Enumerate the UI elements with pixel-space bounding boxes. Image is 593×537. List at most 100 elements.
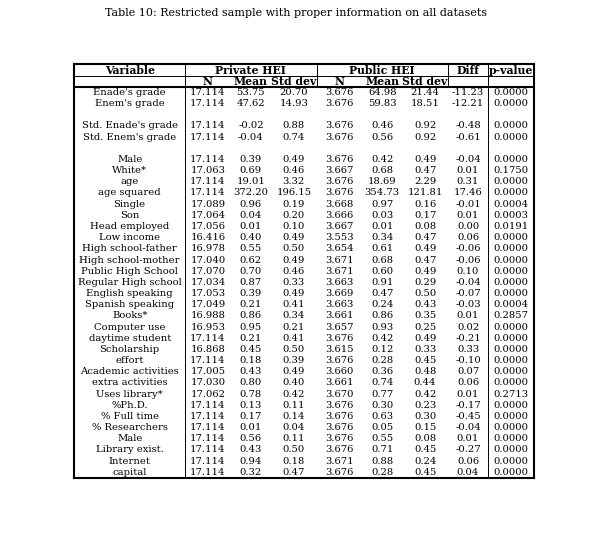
Text: 0.86: 0.86: [371, 311, 393, 321]
Text: 0.95: 0.95: [240, 323, 262, 331]
Text: 0.43: 0.43: [240, 367, 262, 376]
Text: 0.0000: 0.0000: [493, 423, 528, 432]
Text: 0.46: 0.46: [283, 267, 305, 275]
Text: 59.83: 59.83: [368, 99, 397, 108]
Text: 17.114: 17.114: [190, 456, 226, 466]
Text: 0.56: 0.56: [371, 133, 393, 142]
Text: Single: Single: [114, 200, 146, 209]
Text: 17.114: 17.114: [190, 434, 226, 444]
Text: p-value: p-value: [489, 64, 533, 76]
Text: 0.97: 0.97: [371, 200, 393, 209]
Text: -0.02: -0.02: [238, 121, 264, 130]
Text: 17.053: 17.053: [190, 289, 225, 298]
Text: 0.0004: 0.0004: [493, 300, 528, 309]
Text: 3.668: 3.668: [325, 200, 353, 209]
Text: 0.0000: 0.0000: [493, 99, 528, 108]
Text: 0.16: 0.16: [414, 200, 436, 209]
Text: 0.74: 0.74: [283, 133, 305, 142]
Text: 47.62: 47.62: [237, 99, 265, 108]
Text: 3.676: 3.676: [325, 188, 353, 198]
Text: 3.553: 3.553: [325, 233, 353, 242]
Text: 17.114: 17.114: [190, 412, 226, 421]
Text: daytime student: daytime student: [88, 333, 171, 343]
Text: 16.988: 16.988: [190, 311, 225, 321]
Text: -0.04: -0.04: [455, 278, 481, 287]
Text: 17.114: 17.114: [190, 468, 226, 477]
Text: 21.44: 21.44: [410, 88, 439, 97]
Text: 3.676: 3.676: [325, 401, 353, 410]
Text: 0.43: 0.43: [414, 300, 436, 309]
Text: 0.01: 0.01: [457, 166, 479, 175]
Text: 0.19: 0.19: [283, 200, 305, 209]
Text: 0.0000: 0.0000: [493, 323, 528, 331]
Text: 0.0000: 0.0000: [493, 333, 528, 343]
Text: 3.663: 3.663: [325, 278, 353, 287]
Text: 0.21: 0.21: [240, 300, 262, 309]
Text: 17.114: 17.114: [190, 333, 226, 343]
Text: 17.089: 17.089: [190, 200, 225, 209]
Text: 17.114: 17.114: [190, 446, 226, 454]
Text: 0.68: 0.68: [371, 256, 393, 265]
Text: High school-father: High school-father: [82, 244, 177, 253]
Text: White*: White*: [112, 166, 147, 175]
Text: 3.654: 3.654: [325, 244, 353, 253]
Text: 0.88: 0.88: [283, 121, 305, 130]
Text: Scholarship: Scholarship: [100, 345, 160, 354]
Text: Mean: Mean: [365, 76, 399, 86]
Text: 0.0000: 0.0000: [493, 456, 528, 466]
Text: 0.10: 0.10: [457, 267, 479, 275]
Text: 19.01: 19.01: [237, 177, 265, 186]
Text: 0.49: 0.49: [414, 267, 436, 275]
Text: 0.36: 0.36: [371, 367, 393, 376]
Text: 0.47: 0.47: [414, 233, 436, 242]
Text: 0.39: 0.39: [240, 289, 262, 298]
Text: 0.0000: 0.0000: [493, 468, 528, 477]
Text: 0.31: 0.31: [457, 177, 479, 186]
Text: 0.86: 0.86: [240, 311, 262, 321]
Text: 0.14: 0.14: [282, 412, 305, 421]
Text: 18.69: 18.69: [368, 177, 397, 186]
Text: 0.49: 0.49: [283, 155, 305, 164]
Text: 16.868: 16.868: [190, 345, 225, 354]
Text: 3.676: 3.676: [325, 468, 353, 477]
Text: -0.01: -0.01: [455, 200, 481, 209]
Text: 0.96: 0.96: [240, 200, 262, 209]
Text: 3.615: 3.615: [325, 345, 353, 354]
Text: 3.671: 3.671: [325, 256, 353, 265]
Text: 0.63: 0.63: [371, 412, 393, 421]
Text: 3.666: 3.666: [325, 211, 353, 220]
Text: 3.661: 3.661: [325, 379, 353, 387]
Text: Books*: Books*: [112, 311, 148, 321]
Text: 0.01: 0.01: [240, 222, 262, 231]
Text: Public HEI: Public HEI: [349, 64, 415, 76]
Text: 0.42: 0.42: [283, 390, 305, 398]
Text: 0.29: 0.29: [414, 278, 436, 287]
Text: 354.73: 354.73: [365, 188, 400, 198]
Text: -12.21: -12.21: [452, 99, 484, 108]
Text: 0.50: 0.50: [414, 289, 436, 298]
Text: 0.33: 0.33: [414, 345, 436, 354]
Text: Std dev: Std dev: [271, 76, 317, 86]
Text: 0.74: 0.74: [371, 379, 393, 387]
Text: 0.10: 0.10: [283, 222, 305, 231]
Text: 0.55: 0.55: [371, 434, 393, 444]
Text: Table 10: Restricted sample with proper information on all datasets: Table 10: Restricted sample with proper …: [106, 8, 487, 18]
Text: 0.05: 0.05: [371, 423, 393, 432]
Text: -0.06: -0.06: [455, 244, 481, 253]
Text: 0.0000: 0.0000: [493, 356, 528, 365]
Text: 0.70: 0.70: [240, 267, 262, 275]
Text: 18.51: 18.51: [411, 99, 439, 108]
Text: 0.11: 0.11: [282, 401, 305, 410]
Text: 0.21: 0.21: [283, 323, 305, 331]
Text: 0.17: 0.17: [240, 412, 262, 421]
Text: 0.20: 0.20: [283, 211, 305, 220]
Text: 0.34: 0.34: [371, 233, 393, 242]
Text: 0.35: 0.35: [414, 311, 436, 321]
Text: 0.0000: 0.0000: [493, 345, 528, 354]
Text: 16.953: 16.953: [190, 323, 225, 331]
Text: 3.667: 3.667: [325, 166, 353, 175]
Text: %Ph.D.: %Ph.D.: [111, 401, 148, 410]
Text: -0.03: -0.03: [455, 300, 481, 309]
Text: Regular High school: Regular High school: [78, 278, 181, 287]
Text: 17.114: 17.114: [190, 356, 226, 365]
